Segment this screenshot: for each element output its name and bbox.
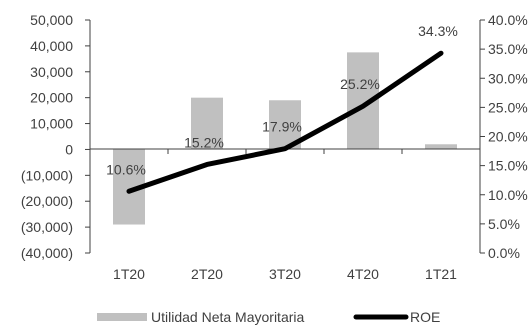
category-label: 1T20 — [113, 266, 145, 282]
left-tick-label: (40,000) — [21, 245, 73, 261]
right-tick-label: 20.0% — [488, 129, 528, 145]
left-tick-label: (10,000) — [21, 167, 73, 183]
legend-label-line: ROE — [410, 309, 440, 325]
left-tick-label: 10,000 — [30, 116, 73, 132]
category-label: 1T21 — [425, 266, 457, 282]
left-tick-label: 40,000 — [30, 38, 73, 54]
bar-1t21 — [425, 144, 457, 150]
left-tick-label: (20,000) — [21, 193, 73, 209]
roe-data-label: 17.9% — [262, 119, 302, 135]
left-tick-label: 30,000 — [30, 64, 73, 80]
labels-layer: 10.6% 15.2% 17.9% 25.2% 34.3% — [106, 23, 458, 177]
roe-data-label: 10.6% — [106, 161, 146, 177]
right-tick-label: 35.0% — [488, 41, 528, 57]
legend: Utilidad Neta Mayoritaria ROE — [97, 309, 440, 325]
axes-layer: 50,000 40,000 30,000 20,000 10,000 0 (10,000) (… — [21, 12, 528, 282]
legend-label-bar: Utilidad Neta Mayoritaria — [151, 309, 304, 325]
right-tick-label: 5.0% — [488, 216, 520, 232]
roe-data-label: 34.3% — [418, 23, 458, 39]
left-tick-label: (30,000) — [21, 219, 73, 235]
roe-data-label: 15.2% — [184, 134, 224, 150]
right-tick-label: 15.0% — [488, 158, 528, 174]
left-tick-label: 20,000 — [30, 90, 73, 106]
category-label: 3T20 — [269, 266, 301, 282]
left-tick-label: 50,000 — [30, 12, 73, 28]
category-label: 4T20 — [347, 266, 379, 282]
roe-data-label: 25.2% — [340, 76, 380, 92]
category-label: 2T20 — [191, 266, 223, 282]
right-tick-label: 40.0% — [488, 12, 528, 28]
right-tick-label: 0.0% — [488, 245, 520, 261]
bars-layer — [113, 52, 457, 225]
line-layer — [126, 50, 444, 194]
right-tick-label: 25.0% — [488, 99, 528, 115]
left-tick-label: 0 — [65, 141, 73, 157]
legend-swatch-bar — [97, 313, 147, 321]
bar-2t20 — [191, 97, 223, 150]
right-tick-label: 10.0% — [488, 187, 528, 203]
right-tick-label: 30.0% — [488, 70, 528, 86]
